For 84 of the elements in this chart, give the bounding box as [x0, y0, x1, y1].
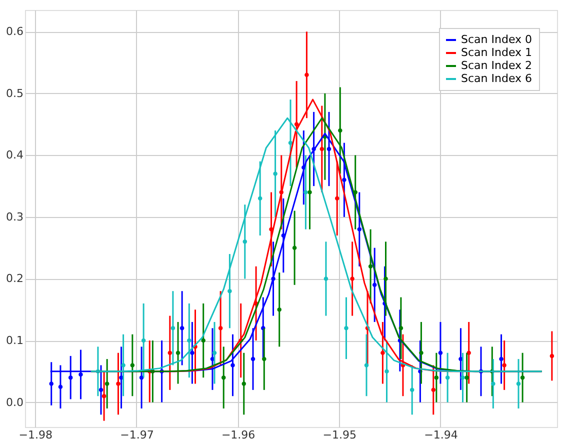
point — [380, 350, 385, 355]
y-tick-label: 0.4 — [6, 148, 24, 162]
point — [104, 382, 110, 386]
point — [170, 326, 176, 330]
point — [141, 338, 146, 343]
point — [384, 276, 388, 281]
point — [516, 382, 521, 386]
point — [434, 375, 439, 380]
point — [342, 178, 346, 182]
point — [221, 375, 226, 380]
point — [410, 388, 414, 392]
point — [68, 375, 73, 380]
x-tick-label: −1.98 — [18, 428, 52, 442]
point — [176, 350, 180, 355]
legend-label: Scan Index 1 — [461, 46, 532, 59]
point — [324, 276, 328, 281]
x-tick-label: −1.95 — [322, 428, 356, 442]
legend-label: Scan Index 6 — [461, 72, 532, 85]
point — [121, 363, 126, 368]
point — [139, 375, 144, 380]
y-tick-label: 0.1 — [6, 334, 24, 348]
point — [58, 384, 63, 389]
point — [334, 196, 340, 201]
point — [187, 338, 192, 343]
point — [78, 372, 83, 377]
point — [288, 140, 293, 145]
legend-label: Scan Index 2 — [461, 59, 532, 72]
x-tick-label: −1.94 — [424, 428, 458, 442]
point — [438, 350, 443, 355]
point — [130, 363, 135, 368]
point — [344, 326, 348, 330]
point — [242, 240, 248, 244]
point — [218, 326, 223, 330]
point — [273, 172, 278, 176]
point — [308, 190, 312, 194]
point — [384, 369, 389, 374]
point — [98, 388, 104, 392]
legend-label: Scan Index 0 — [461, 33, 532, 46]
point — [520, 375, 525, 380]
point — [277, 308, 282, 312]
point — [502, 363, 506, 368]
point — [320, 146, 324, 152]
point — [350, 276, 354, 281]
y-tick-label: 0.3 — [6, 210, 24, 224]
point — [49, 382, 54, 386]
point — [190, 350, 194, 355]
y-tick-label: 0.0 — [6, 396, 24, 409]
point — [372, 282, 377, 288]
point — [292, 246, 297, 250]
point — [364, 363, 369, 368]
point — [228, 288, 232, 294]
point — [250, 356, 256, 362]
point — [491, 382, 496, 386]
point — [368, 264, 373, 268]
point — [445, 375, 450, 380]
point — [304, 190, 308, 194]
point — [212, 350, 217, 355]
y-tick-label: 0.6 — [6, 25, 24, 38]
point — [499, 356, 504, 362]
point — [230, 363, 235, 368]
point — [294, 122, 299, 126]
point — [180, 326, 184, 330]
point — [102, 394, 106, 398]
point — [464, 375, 469, 380]
point — [258, 196, 262, 201]
point — [357, 227, 362, 232]
x-tick-label: −1.96 — [221, 428, 256, 442]
point — [466, 350, 471, 355]
point — [338, 128, 342, 133]
point — [168, 350, 172, 355]
point — [460, 375, 465, 380]
point — [398, 326, 404, 330]
x-tick-label: −1.97 — [120, 428, 154, 442]
point — [116, 382, 120, 386]
point — [326, 146, 332, 152]
point — [201, 338, 206, 343]
point — [262, 356, 266, 362]
point — [419, 350, 424, 355]
point — [242, 382, 246, 386]
point — [550, 354, 554, 358]
y-tick-label: 0.5 — [6, 86, 24, 100]
y-tick-label: 0.2 — [6, 272, 24, 286]
point — [431, 388, 436, 392]
point — [304, 72, 309, 77]
